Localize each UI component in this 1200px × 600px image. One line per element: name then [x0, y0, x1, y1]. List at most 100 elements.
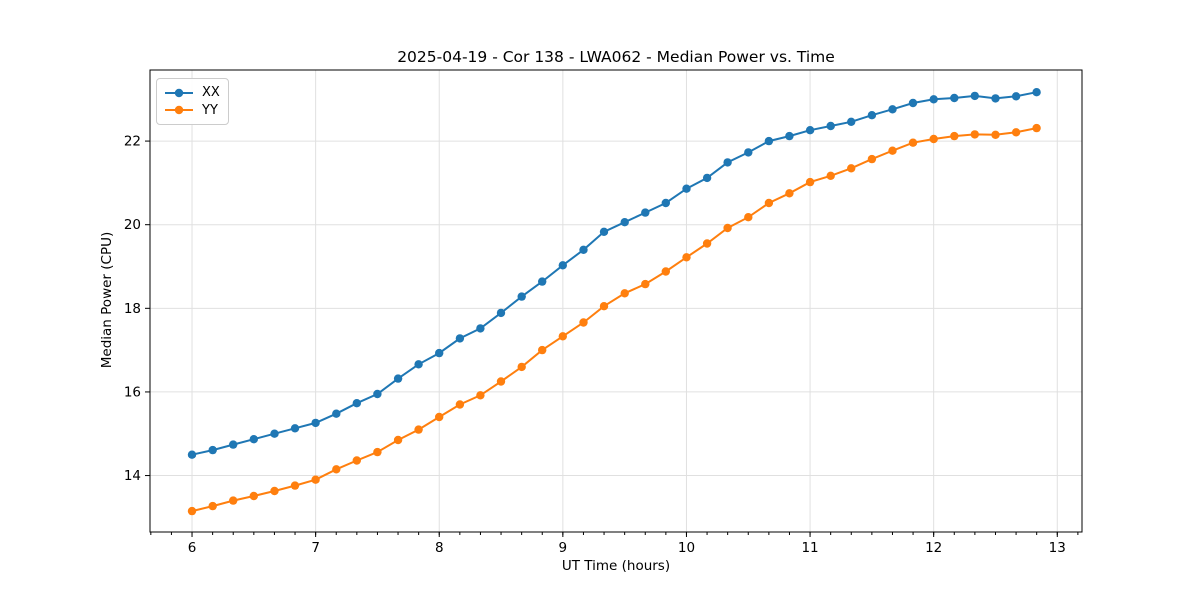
data-point-marker [229, 440, 238, 449]
data-point-marker [208, 445, 217, 455]
data-point-marker [744, 148, 753, 157]
data-point-marker [867, 111, 877, 120]
chart-title: 2025-04-19 - Cor 138 - LWA062 - Median P… [397, 48, 835, 66]
y-tick-label: 18 [124, 301, 141, 317]
yy-line-marker-icon [165, 106, 193, 115]
data-point-marker [517, 292, 526, 301]
y-tick-label: 16 [124, 384, 141, 400]
data-point-marker [476, 324, 485, 333]
data-point-marker [929, 134, 938, 144]
data-point-marker [332, 465, 341, 474]
data-point-marker [311, 475, 320, 484]
data-point-marker [270, 486, 279, 496]
data-point-marker [764, 198, 774, 208]
data-point-marker [249, 491, 258, 501]
series-line [191, 127, 1037, 513]
data-point-marker [805, 177, 815, 187]
legend-label-xx: XX [202, 85, 220, 101]
data-point-marker [723, 223, 732, 233]
data-point-marker [187, 450, 197, 459]
data-point-marker [991, 94, 1000, 103]
x-tick-label: 9 [559, 540, 568, 556]
data-point-marker [352, 456, 361, 465]
data-point-marker [579, 318, 588, 327]
data-point-marker [393, 435, 403, 445]
data-point-marker [1011, 128, 1021, 137]
series-yy [187, 123, 1041, 516]
data-point-marker [599, 302, 609, 311]
data-point-marker [393, 374, 403, 383]
data-point-marker [661, 198, 670, 208]
data-point-marker [290, 424, 300, 433]
data-point-marker [785, 189, 794, 198]
data-point-marker [641, 279, 650, 289]
data-point-marker [847, 164, 856, 173]
data-point-marker [991, 130, 1000, 139]
data-point-marker [970, 91, 979, 101]
legend: XX YY [156, 78, 229, 125]
data-point-marker [558, 261, 567, 270]
data-point-marker [682, 253, 691, 262]
data-point-marker [620, 218, 629, 227]
series-line [191, 91, 1037, 456]
data-point-marker [373, 447, 382, 457]
data-point-marker [476, 391, 485, 400]
x-tick-label: 10 [678, 540, 695, 556]
plot-spines [149, 69, 1083, 533]
x-axis-label: UT Time (hours) [561, 558, 671, 574]
data-point-marker [496, 377, 506, 386]
data-point-marker [641, 208, 650, 217]
data-point-marker [661, 267, 670, 276]
data-point-marker [352, 399, 361, 408]
x-major-ticks: 6 7 8 9 10 11 12 13 [188, 532, 1066, 556]
data-point-marker [455, 334, 465, 343]
data-point-marker [682, 184, 691, 193]
legend-label-yy: YY [202, 102, 218, 118]
data-point-marker [1011, 92, 1021, 101]
xx-line-marker-icon [165, 88, 193, 97]
data-point-marker [723, 158, 732, 167]
data-point-marker [538, 277, 547, 286]
y-tick-label: 20 [124, 217, 141, 233]
data-point-marker [435, 348, 444, 358]
data-point-marker [620, 289, 629, 298]
data-point-marker [785, 131, 794, 141]
data-point-marker [496, 308, 506, 318]
data-point-marker [249, 435, 258, 444]
data-point-marker [764, 136, 774, 146]
data-point-marker [1032, 123, 1041, 133]
data-point-marker [826, 121, 835, 131]
data-point-marker [950, 93, 959, 103]
data-point-marker [414, 360, 423, 369]
data-point-marker [950, 131, 959, 141]
data-point-marker [908, 98, 918, 108]
data-point-marker [929, 95, 938, 104]
data-point-marker [414, 425, 423, 434]
y-major-ticks: 14 16 18 20 22 [124, 134, 150, 484]
data-point-marker [455, 400, 465, 409]
y-tick-label: 22 [124, 134, 141, 150]
data-point-marker [187, 506, 197, 516]
data-point-marker [373, 389, 382, 399]
data-point-marker [847, 117, 856, 127]
data-point-marker [229, 496, 238, 505]
data-point-marker [867, 154, 877, 164]
data-point-marker [311, 418, 320, 428]
x-tick-label: 12 [925, 540, 942, 556]
data-point-marker [805, 126, 815, 135]
series-xx [187, 88, 1041, 459]
x-tick-label: 8 [435, 540, 444, 556]
data-point-marker [826, 171, 835, 180]
data-point-marker [970, 130, 979, 139]
data-point-marker [702, 239, 712, 248]
data-point-marker [744, 213, 753, 222]
x-tick-label: 6 [188, 540, 197, 556]
x-tick-label: 11 [801, 540, 818, 556]
data-point-marker [558, 332, 567, 341]
gridlines [150, 70, 1082, 532]
data-point-marker [517, 362, 526, 372]
data-point-marker [538, 345, 547, 355]
data-point-marker [702, 173, 712, 183]
x-tick-label: 13 [1049, 540, 1066, 556]
y-tick-label: 14 [124, 468, 141, 484]
